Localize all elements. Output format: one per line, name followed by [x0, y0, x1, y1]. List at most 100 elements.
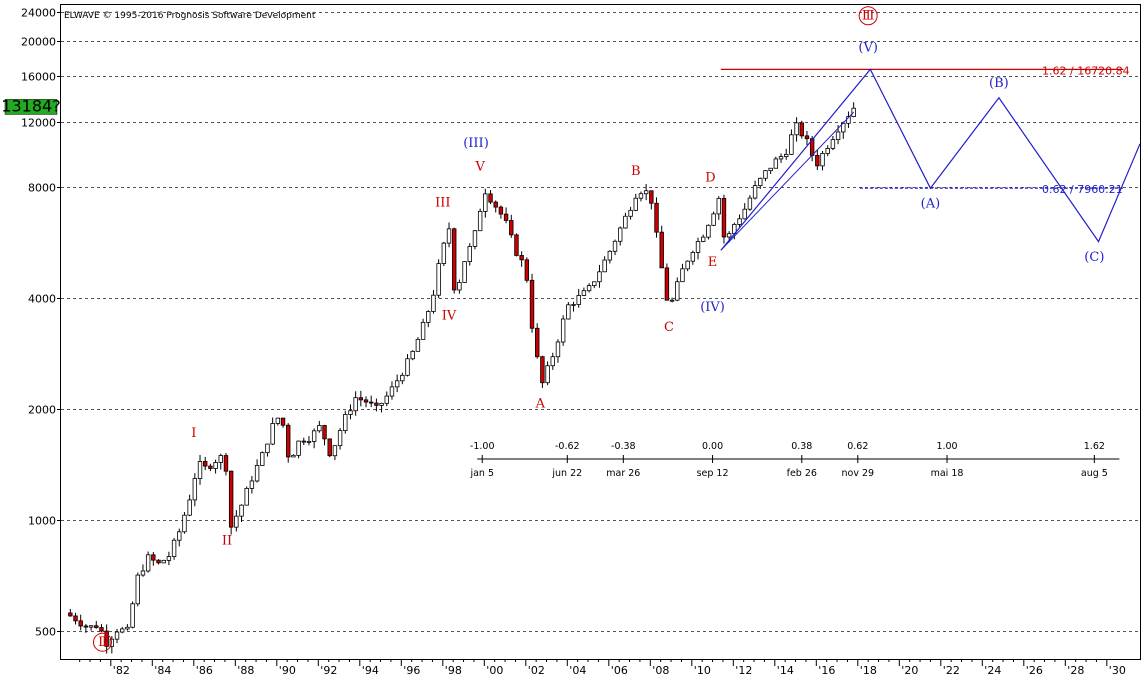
candle-body — [99, 627, 104, 632]
candle-body — [363, 399, 369, 403]
wave-label: (IV) — [700, 300, 725, 315]
candle-body — [524, 259, 530, 281]
candle-body — [784, 153, 789, 157]
candle-body — [446, 228, 452, 244]
plot-frame — [60, 4, 1141, 660]
candle-body — [768, 167, 773, 172]
time-ratio-date: mar 26 — [606, 468, 640, 479]
x-tick-label: '08 — [652, 664, 669, 677]
time-ratio-date: nov 29 — [842, 468, 875, 479]
candle-body — [291, 454, 296, 458]
wave-label: III — [435, 195, 450, 210]
price-badge-box — [4, 99, 58, 115]
wave-label: IV — [442, 309, 457, 324]
x-tick-label: '20 — [901, 664, 918, 677]
candle-body — [477, 210, 483, 232]
candle-body — [83, 625, 89, 628]
candle-body — [607, 250, 613, 261]
wave-label: Ⅲ — [862, 9, 875, 24]
candle-body — [400, 374, 405, 382]
candle-body — [104, 630, 109, 647]
candle-body — [213, 462, 218, 469]
candle-body — [332, 445, 338, 457]
x-tick-label: '02 — [528, 664, 545, 677]
candle-body — [804, 135, 810, 140]
candle-body — [835, 131, 841, 141]
candle-body — [778, 156, 784, 160]
candle-body — [286, 424, 291, 458]
x-tick-label: '10 — [694, 664, 711, 677]
candle-body — [747, 197, 753, 210]
x-tick-label: '12 — [735, 664, 752, 677]
wave-label: (B) — [989, 76, 1009, 91]
candle-body — [317, 425, 322, 432]
candle-body — [638, 193, 644, 199]
candle-body — [825, 148, 830, 154]
candle-body — [643, 190, 649, 195]
candle-body — [726, 233, 732, 238]
candle-body — [218, 455, 223, 463]
x-axis: '82 '84 '86 '88 '90 '92 '94 '96 '98 '00 '02 '04 '06 '… — [79, 659, 1126, 677]
y-tick-label: 4000 — [28, 293, 56, 306]
fibonacci-lines: 1.62 / 16720.84 0.62 / 7960.21 — [720, 64, 1130, 196]
x-tick-label: '94 — [362, 664, 379, 677]
candle-body — [197, 461, 203, 479]
candle-body — [545, 365, 550, 384]
time-ratio-date: jun 22 — [551, 468, 582, 479]
projection-path — [720, 68, 1141, 251]
candle-body — [203, 461, 208, 467]
time-ratio-value: 0.00 — [702, 441, 723, 452]
candle-body — [711, 213, 716, 226]
time-ratio-value: -0.38 — [611, 441, 636, 452]
x-tick-label: '30 — [1109, 664, 1126, 677]
y-tick-label: 1000 — [28, 515, 56, 528]
candle-body — [177, 531, 182, 541]
candle-body — [706, 224, 711, 238]
time-ratio-date: mai 18 — [931, 468, 964, 479]
y-tick-label: 12000 — [21, 117, 56, 130]
wave-label: Ⅱ — [98, 635, 107, 650]
candle-body — [234, 515, 239, 528]
candle-body — [171, 539, 177, 557]
candle-body — [830, 139, 836, 149]
wave-label: I — [191, 426, 196, 441]
fib-label-0: 1.62 / 16720.84 — [1042, 64, 1130, 77]
time-ratio-value: -0.62 — [555, 441, 580, 452]
candle-body — [270, 423, 275, 445]
x-tick-label: '04 — [569, 664, 586, 677]
candle-body — [228, 470, 234, 528]
candle-body — [493, 201, 498, 208]
candle-body — [457, 282, 462, 291]
wave-label-circle — [93, 632, 112, 652]
candle-body — [301, 440, 306, 443]
candle-body — [654, 202, 659, 233]
candle-body — [379, 402, 384, 406]
candle-body — [685, 260, 690, 270]
candle-body — [130, 603, 135, 628]
candle-body — [737, 218, 742, 225]
candle-body — [244, 488, 249, 506]
candle-body — [322, 425, 327, 440]
candle-body — [664, 267, 670, 301]
candle-body — [415, 338, 421, 352]
x-tick-label: '14 — [777, 664, 794, 677]
candle-body — [675, 281, 680, 301]
candle-body — [612, 240, 618, 252]
y-axis: 24000 20000 16000 12000 8000 4000 2000 1000 500 — [21, 7, 61, 639]
candle-body — [275, 417, 281, 424]
x-tick-label: '92 — [320, 664, 337, 677]
y-tick-label: 500 — [35, 626, 56, 639]
candle-body — [145, 554, 151, 572]
candle-body — [695, 241, 701, 253]
candle-body — [426, 311, 431, 323]
candle-body — [586, 285, 592, 292]
candle-body — [597, 271, 602, 283]
candle-body — [369, 401, 374, 404]
candle-body — [659, 231, 664, 269]
x-tick-label: '22 — [943, 664, 960, 677]
candle-body — [752, 185, 758, 199]
x-tick-label: '96 — [403, 664, 420, 677]
x-tick-label: '00 — [486, 664, 503, 677]
x-tick-label: '18 — [860, 664, 877, 677]
time-ratio-value: 0.62 — [847, 441, 868, 452]
